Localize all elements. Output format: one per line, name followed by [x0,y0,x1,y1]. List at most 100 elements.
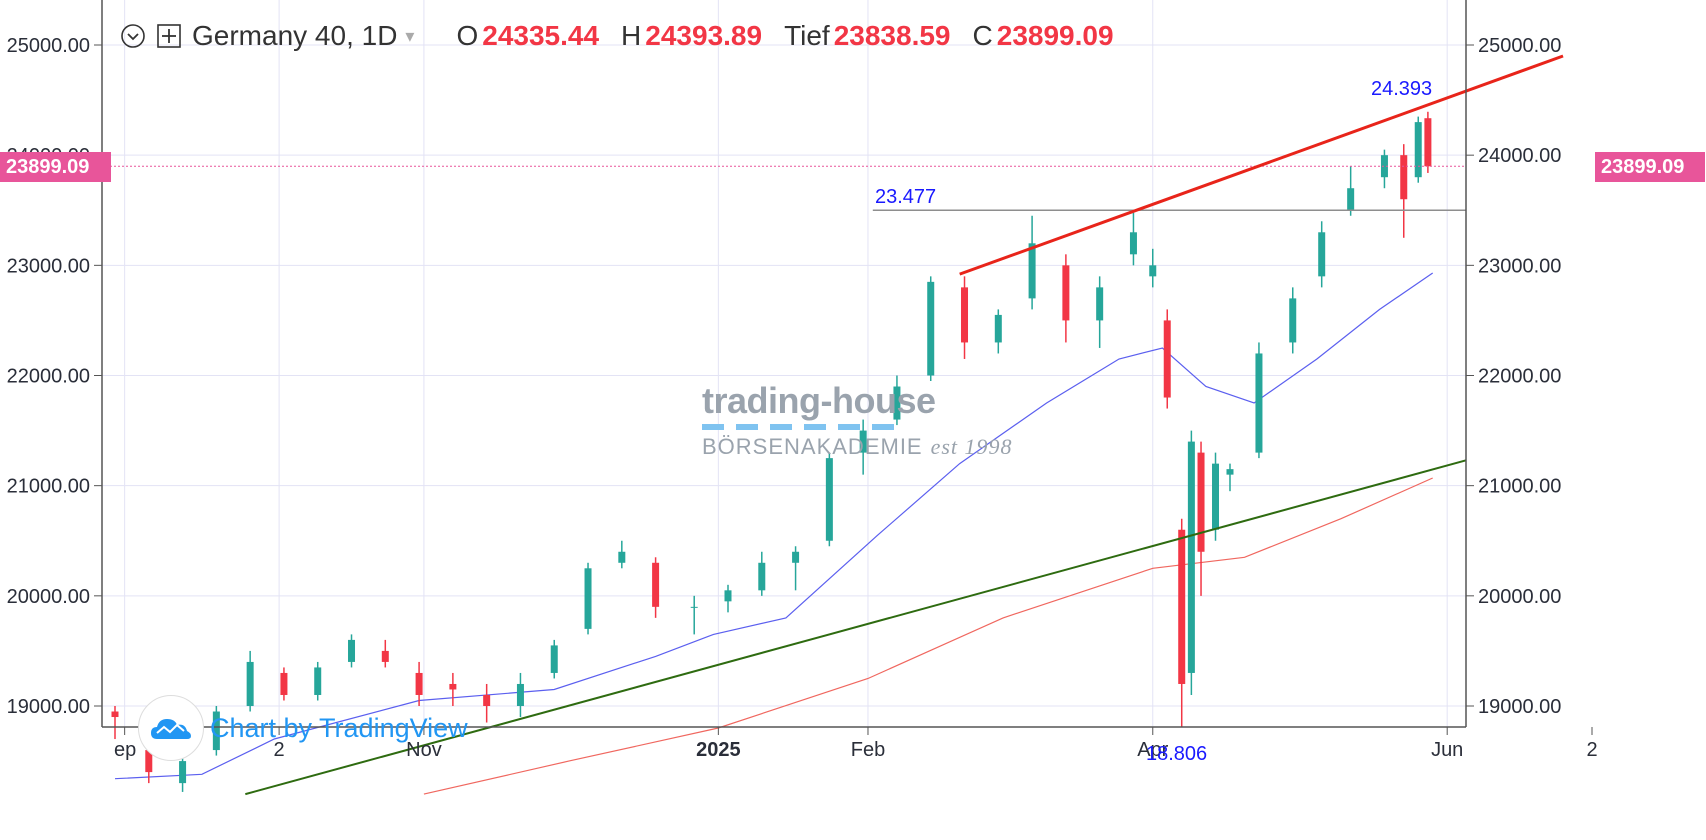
x-tick-label: 2025 [696,739,741,761]
y-tick-label-right: 24000.00 [1478,145,1561,167]
tradingview-label: Chart by TradingView [210,712,468,743]
candles [111,111,1432,792]
candle-body-up [1129,232,1137,255]
candle-body-up [893,386,901,420]
ma-long-line [423,477,1433,795]
add-indicator-icon[interactable] [156,23,182,49]
x-tick-label: Jun [1431,739,1463,761]
ma-short-line [114,272,1434,780]
annotation-level: 23.477 [875,186,936,208]
candle-body-up [1096,287,1104,321]
candle-body-down [449,683,457,690]
x-tick-label: Apr [1137,739,1168,761]
candle-body-up [1289,298,1297,343]
candle-body-up [1028,243,1036,299]
candle-body-up [758,562,766,591]
candle-body-up [516,683,524,706]
y-tick-label-left: 23000.00 [7,255,90,277]
candle-body-up [792,551,800,563]
y-tick-label-right: 19000.00 [1478,696,1561,718]
candle-body-up [1187,441,1195,673]
candle-body-up [212,711,220,751]
high-value: 24393.89 [645,20,763,51]
watermark-brand: trading-house [702,380,936,421]
indicator-overlays [114,272,1434,795]
y-tick-label-right: 20000.00 [1478,586,1561,608]
symbol-title[interactable]: Germany 40, 1D [192,20,398,51]
symbol-legend: Germany 40, 1D ▾ O 24335.44 H 24393.89 T… [120,16,1114,56]
candle-body-up [1255,353,1263,453]
tradingview-logo[interactable]: Chart by TradingView [138,695,468,761]
candle-body-up [1380,155,1388,178]
candle-body-down [1400,155,1408,200]
y-tick-label-right: 22000.00 [1478,366,1561,388]
open-label: O [456,20,479,51]
candle-body-down [961,287,969,343]
grid-lines [102,0,1466,727]
x-tick-label: Nov [406,739,442,761]
y-tick-label-right: 21000.00 [1478,476,1561,498]
candle-body-up [618,551,626,563]
candle-body-down [1424,118,1432,167]
candle-body-up [1414,122,1422,178]
last-price-tag-right: 23899.09 [1595,152,1705,182]
candle-body-down [111,711,119,718]
high-label: H [621,20,642,51]
candle-body-down [652,562,660,607]
x-tick-label: ep [114,739,136,761]
candle-body-up [348,639,356,662]
y-tick-label-right: 25000.00 [1478,35,1561,57]
low-label: Tief [784,20,830,51]
candle-body-down [415,672,423,695]
collapse-icon[interactable] [120,23,146,49]
watermark-academy: BÖRSENAKADEMIE [702,434,923,459]
y-tick-label-left: 19000.00 [7,696,90,718]
x-tick-label: 2 [1586,739,1597,761]
price-axes: 25000.0025000.0024000.0024000.0023000.00… [7,0,1598,761]
y-tick-label-right: 23000.00 [1478,255,1561,277]
candle-body-up [825,458,833,541]
candle-body-up [1347,188,1355,211]
candle-body-up [314,667,322,695]
watermark-dashes [702,424,906,430]
close-value: 23899.09 [996,20,1114,51]
candle-body-up [179,761,187,784]
watermark-subtitle: BÖRSENAKADEMIE est 1998 [702,434,1013,460]
candle-body-up [1149,265,1157,277]
low-value: 23838.59 [833,20,951,51]
last-price-tag-left: 23899.09 [0,152,111,182]
candle-body-up [1318,232,1326,277]
open-value: 24335.44 [482,20,600,51]
watermark: trading-house BÖRSENAKADEMIE est 1998 [702,380,1013,460]
y-tick-label-left: 22000.00 [7,366,90,388]
candle-body-down [280,672,288,695]
annotation-low: 18.806 [1146,743,1207,765]
candle-body-up [550,645,558,673]
trend-lines [102,54,1564,796]
candle-body-down [1062,265,1070,321]
candle-body-down [483,694,491,706]
candle-body-up [1212,463,1220,530]
candle-body-up [724,590,732,602]
trend-resistance-line [959,54,1564,276]
candle-body-down [1163,320,1171,398]
y-tick-label-left: 25000.00 [7,35,90,57]
tradingview-cloud-icon [138,695,204,761]
candle-body-up [584,568,592,629]
y-tick-label-left: 21000.00 [7,476,90,498]
trend-support-line [245,459,1467,796]
candle-body-up [994,314,1002,343]
candle-body-up [246,661,254,706]
watermark-est: est 1998 [930,434,1013,459]
candle-body-up [1226,469,1234,475]
annotation-high: 24.393 [1371,78,1432,100]
candle-body-up [690,606,698,608]
candle-body-down [381,650,389,662]
candle-body-up [859,430,867,453]
chevron-down-icon[interactable]: ▾ [405,25,415,46]
x-tick-label: 2 [274,739,285,761]
close-label: C [972,20,993,51]
candle-body-down [1197,452,1205,552]
y-tick-label-left: 20000.00 [7,586,90,608]
